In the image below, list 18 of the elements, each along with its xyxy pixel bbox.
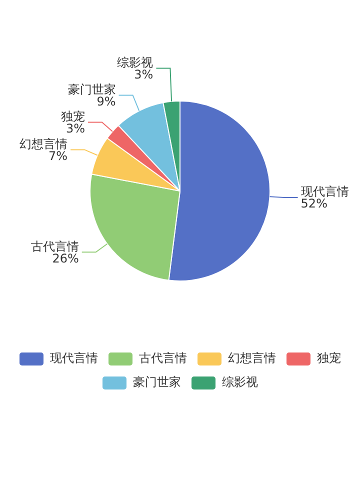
data-label: 26% [52, 251, 79, 266]
legend-label: 独宠 [317, 351, 341, 366]
legend-label: 现代言情 [50, 351, 98, 366]
slice-label: 现代言情 [300, 184, 349, 199]
data-label: 3% [134, 67, 154, 82]
slice-label: 综影视 [117, 55, 154, 70]
legend-label: 综影视 [222, 375, 258, 390]
data-label: 3% [66, 121, 85, 136]
legend-label: 幻想言情 [228, 351, 276, 366]
data-label: 9% [96, 94, 116, 108]
slice-label: 独宠 [60, 109, 85, 124]
data-label: 52% [300, 196, 328, 211]
legend-label: 古代言情 [139, 351, 187, 366]
slice-label: 古代言情 [30, 239, 79, 254]
legend-label: 豪门世家 [133, 375, 181, 390]
slice-label: 豪门世家 [68, 82, 116, 96]
slice-label: 幻想言情 [20, 136, 68, 151]
data-label: 7% [48, 148, 68, 163]
